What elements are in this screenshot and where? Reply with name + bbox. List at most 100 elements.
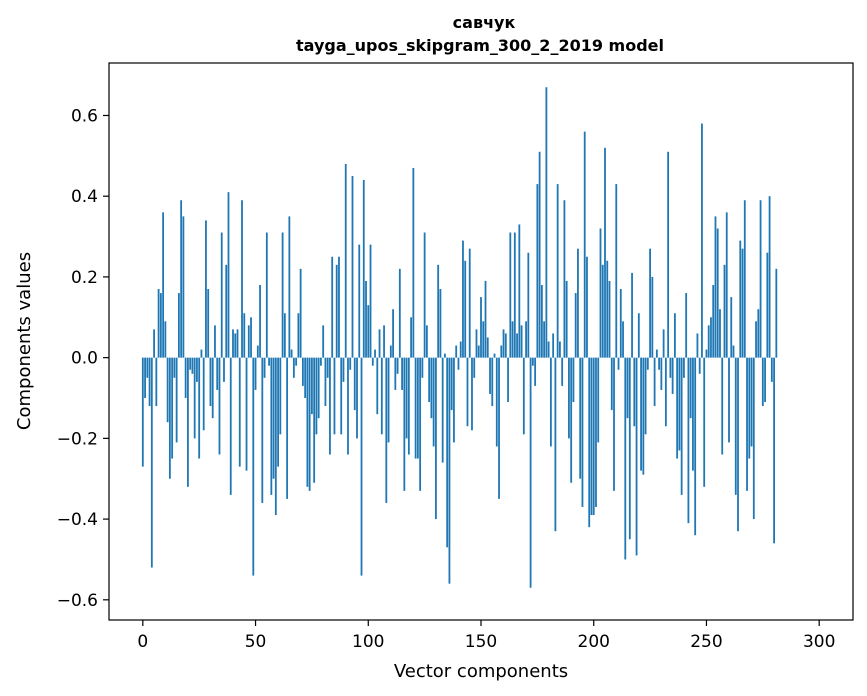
bar [283,313,286,358]
bar [658,357,661,370]
bar [450,357,453,411]
bar [159,293,162,358]
bar [227,192,230,358]
bar [317,357,320,419]
bar [387,357,390,443]
bar [211,357,214,419]
bar [730,297,733,358]
bar [279,357,282,435]
bar [277,357,279,467]
bar [642,357,645,475]
bar [534,357,537,386]
bar [504,333,507,358]
bar [619,289,622,358]
bar [570,357,573,483]
bar [705,349,708,358]
bar [189,357,192,370]
bar [511,321,514,358]
bar [153,329,155,358]
bar [378,329,381,358]
bar [601,264,604,358]
bar [148,357,151,407]
bar [633,357,636,427]
bar [536,184,539,358]
bar [471,357,473,431]
bar [531,357,534,366]
bar [261,357,264,503]
bar [563,200,566,358]
bar [383,325,385,358]
bar [371,357,374,366]
bar [590,357,593,516]
bar [238,357,241,467]
bar [586,256,588,358]
bar [295,357,298,366]
bar [739,240,742,358]
bar [475,329,478,358]
y-tick-label: −0.2 [57,429,98,449]
bar [286,357,289,499]
bar [141,357,144,467]
bar [556,184,559,358]
bar [622,321,624,358]
bar [574,293,577,358]
bar [425,325,428,358]
bar [703,357,706,487]
bar [155,357,158,407]
bar [407,357,410,455]
bar [540,284,543,358]
bar [667,151,670,358]
bar [453,357,455,443]
bar [716,228,719,358]
bar [610,357,613,411]
bar [732,345,735,358]
bar [759,200,762,358]
bar [572,357,575,403]
bar [617,357,620,370]
bar [281,232,284,358]
bar [171,357,174,459]
bar [752,357,755,520]
bar [164,321,167,358]
bar [270,357,273,495]
bar [678,357,681,451]
bar [259,284,261,358]
bar [613,357,615,491]
bar [423,232,426,358]
bar [565,280,568,358]
bar [595,357,597,507]
bar [500,345,503,358]
bar [662,329,665,358]
bar [455,345,458,358]
bar [746,357,748,491]
bar [209,357,212,407]
bar [421,357,424,378]
bar [671,357,674,394]
bar [604,147,606,358]
bar [349,357,352,370]
bar [180,200,183,358]
bar [414,357,417,459]
bar [651,276,654,358]
bar [549,357,552,447]
bar [205,220,207,358]
bar [721,357,724,455]
bar [624,357,627,560]
x-axis-label: Vector components [394,661,568,682]
bar [545,87,548,358]
x-tick-label: 100 [352,632,384,652]
bar [394,357,397,390]
bar [723,264,726,358]
y-axis-label: Components values [14,252,35,430]
bar [522,357,525,435]
bar [236,329,239,358]
bar [441,357,444,463]
bar [272,357,275,479]
bar [299,268,302,358]
bar [432,357,435,447]
plot-frame [108,62,854,621]
bar [683,357,685,378]
bar [696,333,699,358]
bar [288,216,291,358]
bar [579,357,582,479]
